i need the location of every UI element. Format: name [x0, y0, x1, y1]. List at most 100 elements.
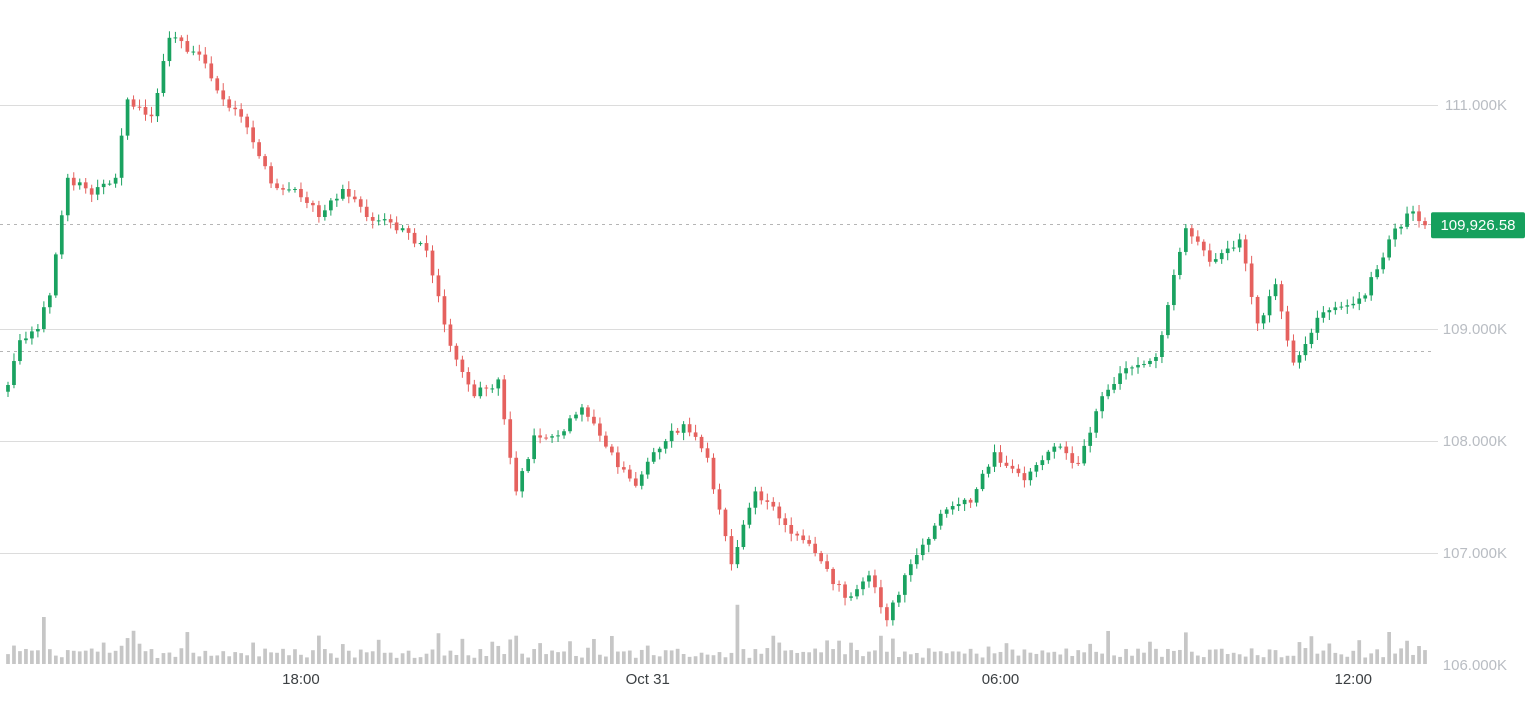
volume-bar — [1064, 648, 1069, 664]
volume-bar — [867, 651, 871, 664]
volume-bar — [119, 645, 124, 664]
volume-bar — [406, 650, 411, 664]
y-tick-label: 108.000K — [1443, 433, 1507, 450]
volume-bar — [1070, 655, 1075, 664]
volume-bar — [1010, 649, 1015, 664]
volume-bar — [621, 651, 626, 664]
volume-bar — [675, 648, 680, 664]
candle-down — [281, 188, 285, 190]
candle-down — [1076, 462, 1081, 464]
volume-bar — [1285, 655, 1290, 664]
candle-down — [203, 54, 208, 64]
volume-bar — [610, 635, 614, 664]
candle-up — [956, 504, 961, 507]
volume-bar — [938, 651, 943, 664]
volume-bar — [442, 655, 447, 664]
candle-down — [364, 206, 369, 217]
volume-bar — [986, 646, 991, 664]
candle-up — [1333, 307, 1338, 311]
y-tick-label: 106.000K — [1443, 657, 1507, 674]
volume-bar — [586, 647, 590, 664]
volume-bar — [891, 638, 895, 664]
volume-bar — [430, 649, 435, 664]
x-tick-label: 18:00 — [282, 671, 320, 688]
candle-up — [920, 544, 925, 556]
last-price-label: 109,926.58 — [1440, 217, 1515, 234]
candle-up — [101, 183, 106, 188]
volume-bar — [233, 652, 238, 664]
volume-bar — [1094, 651, 1099, 664]
volume-bar — [795, 652, 800, 664]
volume-bar — [203, 650, 208, 664]
candle-down — [885, 607, 889, 621]
volume-bar — [454, 654, 459, 664]
volume-bar — [209, 655, 214, 664]
volume-bar — [873, 650, 877, 664]
volume-bar — [627, 650, 632, 664]
volume-bar — [968, 648, 973, 664]
candle-up — [53, 254, 58, 296]
volume-bar — [843, 654, 847, 664]
x-axis: 18:00 Oct 31 06:00 12:00 — [282, 671, 1372, 688]
volume-bar — [47, 649, 52, 664]
volume-bar — [789, 650, 794, 664]
candle-up — [1154, 357, 1158, 361]
volume-bar — [1106, 630, 1110, 664]
candle-down — [759, 491, 764, 501]
volume-bar — [299, 654, 303, 664]
candle-down — [604, 435, 608, 447]
volume-bar — [137, 643, 142, 664]
volume-bar — [1183, 632, 1188, 664]
volume-bar — [329, 653, 333, 664]
candle-up — [1148, 360, 1152, 365]
volume-bar — [1249, 648, 1254, 664]
candle-down — [675, 430, 680, 433]
volume-bar — [155, 657, 160, 664]
candle-up — [1225, 248, 1230, 254]
volume-bar — [30, 650, 34, 664]
volume-bar — [508, 639, 513, 664]
y-tick-label: 109.000K — [1443, 321, 1507, 338]
candle-up — [496, 379, 501, 389]
volume-bar — [1022, 649, 1027, 664]
volume-bar — [412, 657, 417, 664]
volume-bar — [735, 604, 740, 664]
candle-up — [30, 331, 34, 339]
candle-up — [1261, 315, 1266, 324]
candle-down — [783, 518, 788, 525]
volume-bar — [364, 652, 369, 664]
volume-bar — [1052, 651, 1057, 664]
volume-bar — [317, 635, 321, 664]
candle-down — [227, 99, 232, 108]
candle-down — [705, 448, 710, 458]
volume-bar — [1255, 655, 1260, 664]
candle-up — [42, 307, 46, 329]
candle-up — [1309, 332, 1314, 345]
candle-up — [747, 507, 752, 525]
volume-bar — [179, 648, 184, 664]
volume-bar — [831, 649, 835, 664]
candle-up — [753, 491, 758, 508]
volume-bar — [699, 652, 704, 664]
volume-bar — [980, 657, 985, 664]
volume-bar — [1363, 657, 1368, 664]
candle-up — [974, 489, 979, 503]
candle-up — [1088, 432, 1093, 446]
candle-down — [460, 359, 465, 373]
candle-up — [490, 388, 495, 390]
candle-down — [514, 457, 519, 492]
candle-up — [18, 340, 22, 362]
candle-down — [442, 296, 447, 325]
volume-bar — [340, 644, 345, 664]
candle-up — [663, 441, 668, 449]
candle-up — [568, 418, 572, 432]
volume-bar — [1166, 648, 1170, 664]
volume-bar — [1118, 656, 1122, 664]
candle-up — [1082, 445, 1087, 464]
volume-bar — [65, 650, 70, 664]
volume-bar — [556, 652, 560, 664]
volume-bar — [460, 638, 465, 664]
candle-up — [1345, 305, 1350, 307]
candle-up — [1219, 253, 1224, 260]
volume-bar — [544, 654, 548, 664]
